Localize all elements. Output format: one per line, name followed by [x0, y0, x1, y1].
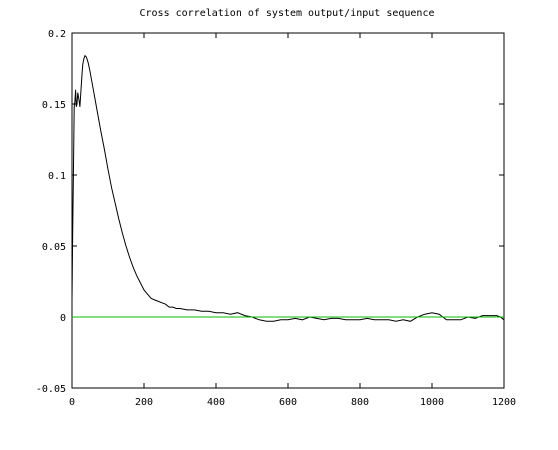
correlation-series-line [71, 54, 505, 322]
y-tick-label: 0.15 [42, 100, 66, 111]
axis-ticks: 0 200 400 600 800 1000 1200-0.0500.050.10.150.… [36, 29, 516, 408]
y-tick-label: 0.1 [48, 171, 66, 182]
y-tick-label: 0.05 [42, 242, 66, 253]
x-tick-label: 200 [135, 397, 153, 408]
chart-title: Cross correlation of system output/input… [139, 8, 434, 19]
x-tick-label: 1000 [420, 397, 444, 408]
x-tick-label: 600 [279, 397, 297, 408]
series-layer [71, 54, 505, 322]
y-tick-label: 0.2 [48, 29, 66, 40]
x-tick-label: 0 [69, 397, 75, 408]
x-tick-label: 800 [351, 397, 369, 408]
y-tick-label: 0 [60, 313, 66, 324]
x-tick-label: 1200 [492, 397, 516, 408]
y-tick-label: -0.05 [36, 384, 66, 395]
x-tick-label: 400 [207, 397, 225, 408]
plot-frame [71, 32, 505, 389]
